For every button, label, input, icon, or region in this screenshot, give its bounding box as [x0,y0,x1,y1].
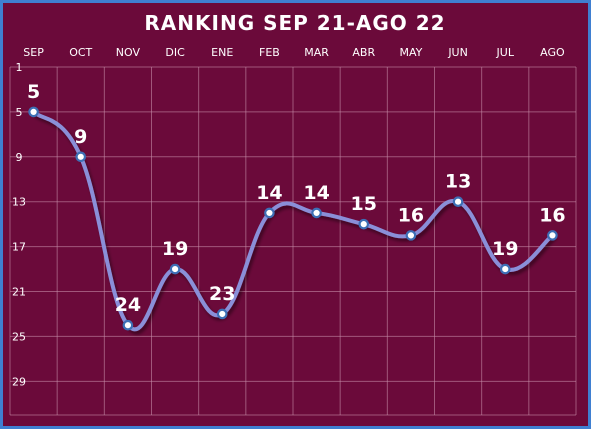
data-label: 14 [256,182,282,204]
x-axis-ticks: SEP OCT NOV DIC ENE FEB MAR ABR MAY JUN JUL AGO [23,46,565,59]
data-point [216,308,228,320]
y-tick-label: 9 [16,151,23,164]
data-point [311,207,322,219]
x-tick-label: ABR [352,46,375,59]
grid [9,66,577,416]
x-tick-label: JUN [447,46,468,59]
data-point [75,151,87,163]
x-tick-label: SEP [23,46,44,59]
data-point [358,218,370,230]
y-tick-label: 1 [16,61,23,74]
data-point [405,230,417,241]
data-point [547,230,558,241]
x-tick-label: MAY [399,46,422,59]
data-label: 23 [209,283,235,305]
x-tick-label: JUL [496,46,515,59]
y-tick-label: 17 [12,241,26,254]
y-tick-label: 13 [12,196,26,209]
x-tick-label: AGO [540,46,565,59]
data-point [264,207,275,219]
data-label: 16 [398,204,424,226]
data-point [122,319,134,331]
data-label: 5 [27,81,40,103]
x-tick-label: DIC [165,46,185,59]
data-point [169,263,181,275]
x-tick-label: FEB [259,46,280,59]
y-axis-ticks: 1 5 9 13 17 21 25 29 [12,61,26,388]
data-label: 9 [74,126,87,148]
data-label: 24 [115,294,141,316]
x-tick-label: MAR [304,46,329,59]
data-labels: 5 9 24 19 23 14 14 15 16 13 19 16 [27,81,566,316]
chart-title: RANKING SEP 21-AGO 22 [144,11,445,35]
markers [28,106,558,331]
y-tick-label: 5 [16,106,23,119]
data-label: 13 [445,171,471,193]
data-label: 19 [492,238,518,260]
data-label: 14 [303,182,329,204]
data-label: 15 [351,193,377,215]
y-tick-label: 25 [12,330,26,343]
data-point [452,196,464,208]
x-tick-label: NOV [116,46,141,59]
data-label: 16 [539,204,565,226]
data-point [28,106,39,118]
x-tick-label: ENE [211,46,233,59]
data-point [499,263,511,275]
x-tick-label: OCT [69,46,92,59]
y-tick-label: 21 [12,286,26,299]
y-tick-label: 29 [12,375,26,388]
data-label: 19 [162,238,188,260]
